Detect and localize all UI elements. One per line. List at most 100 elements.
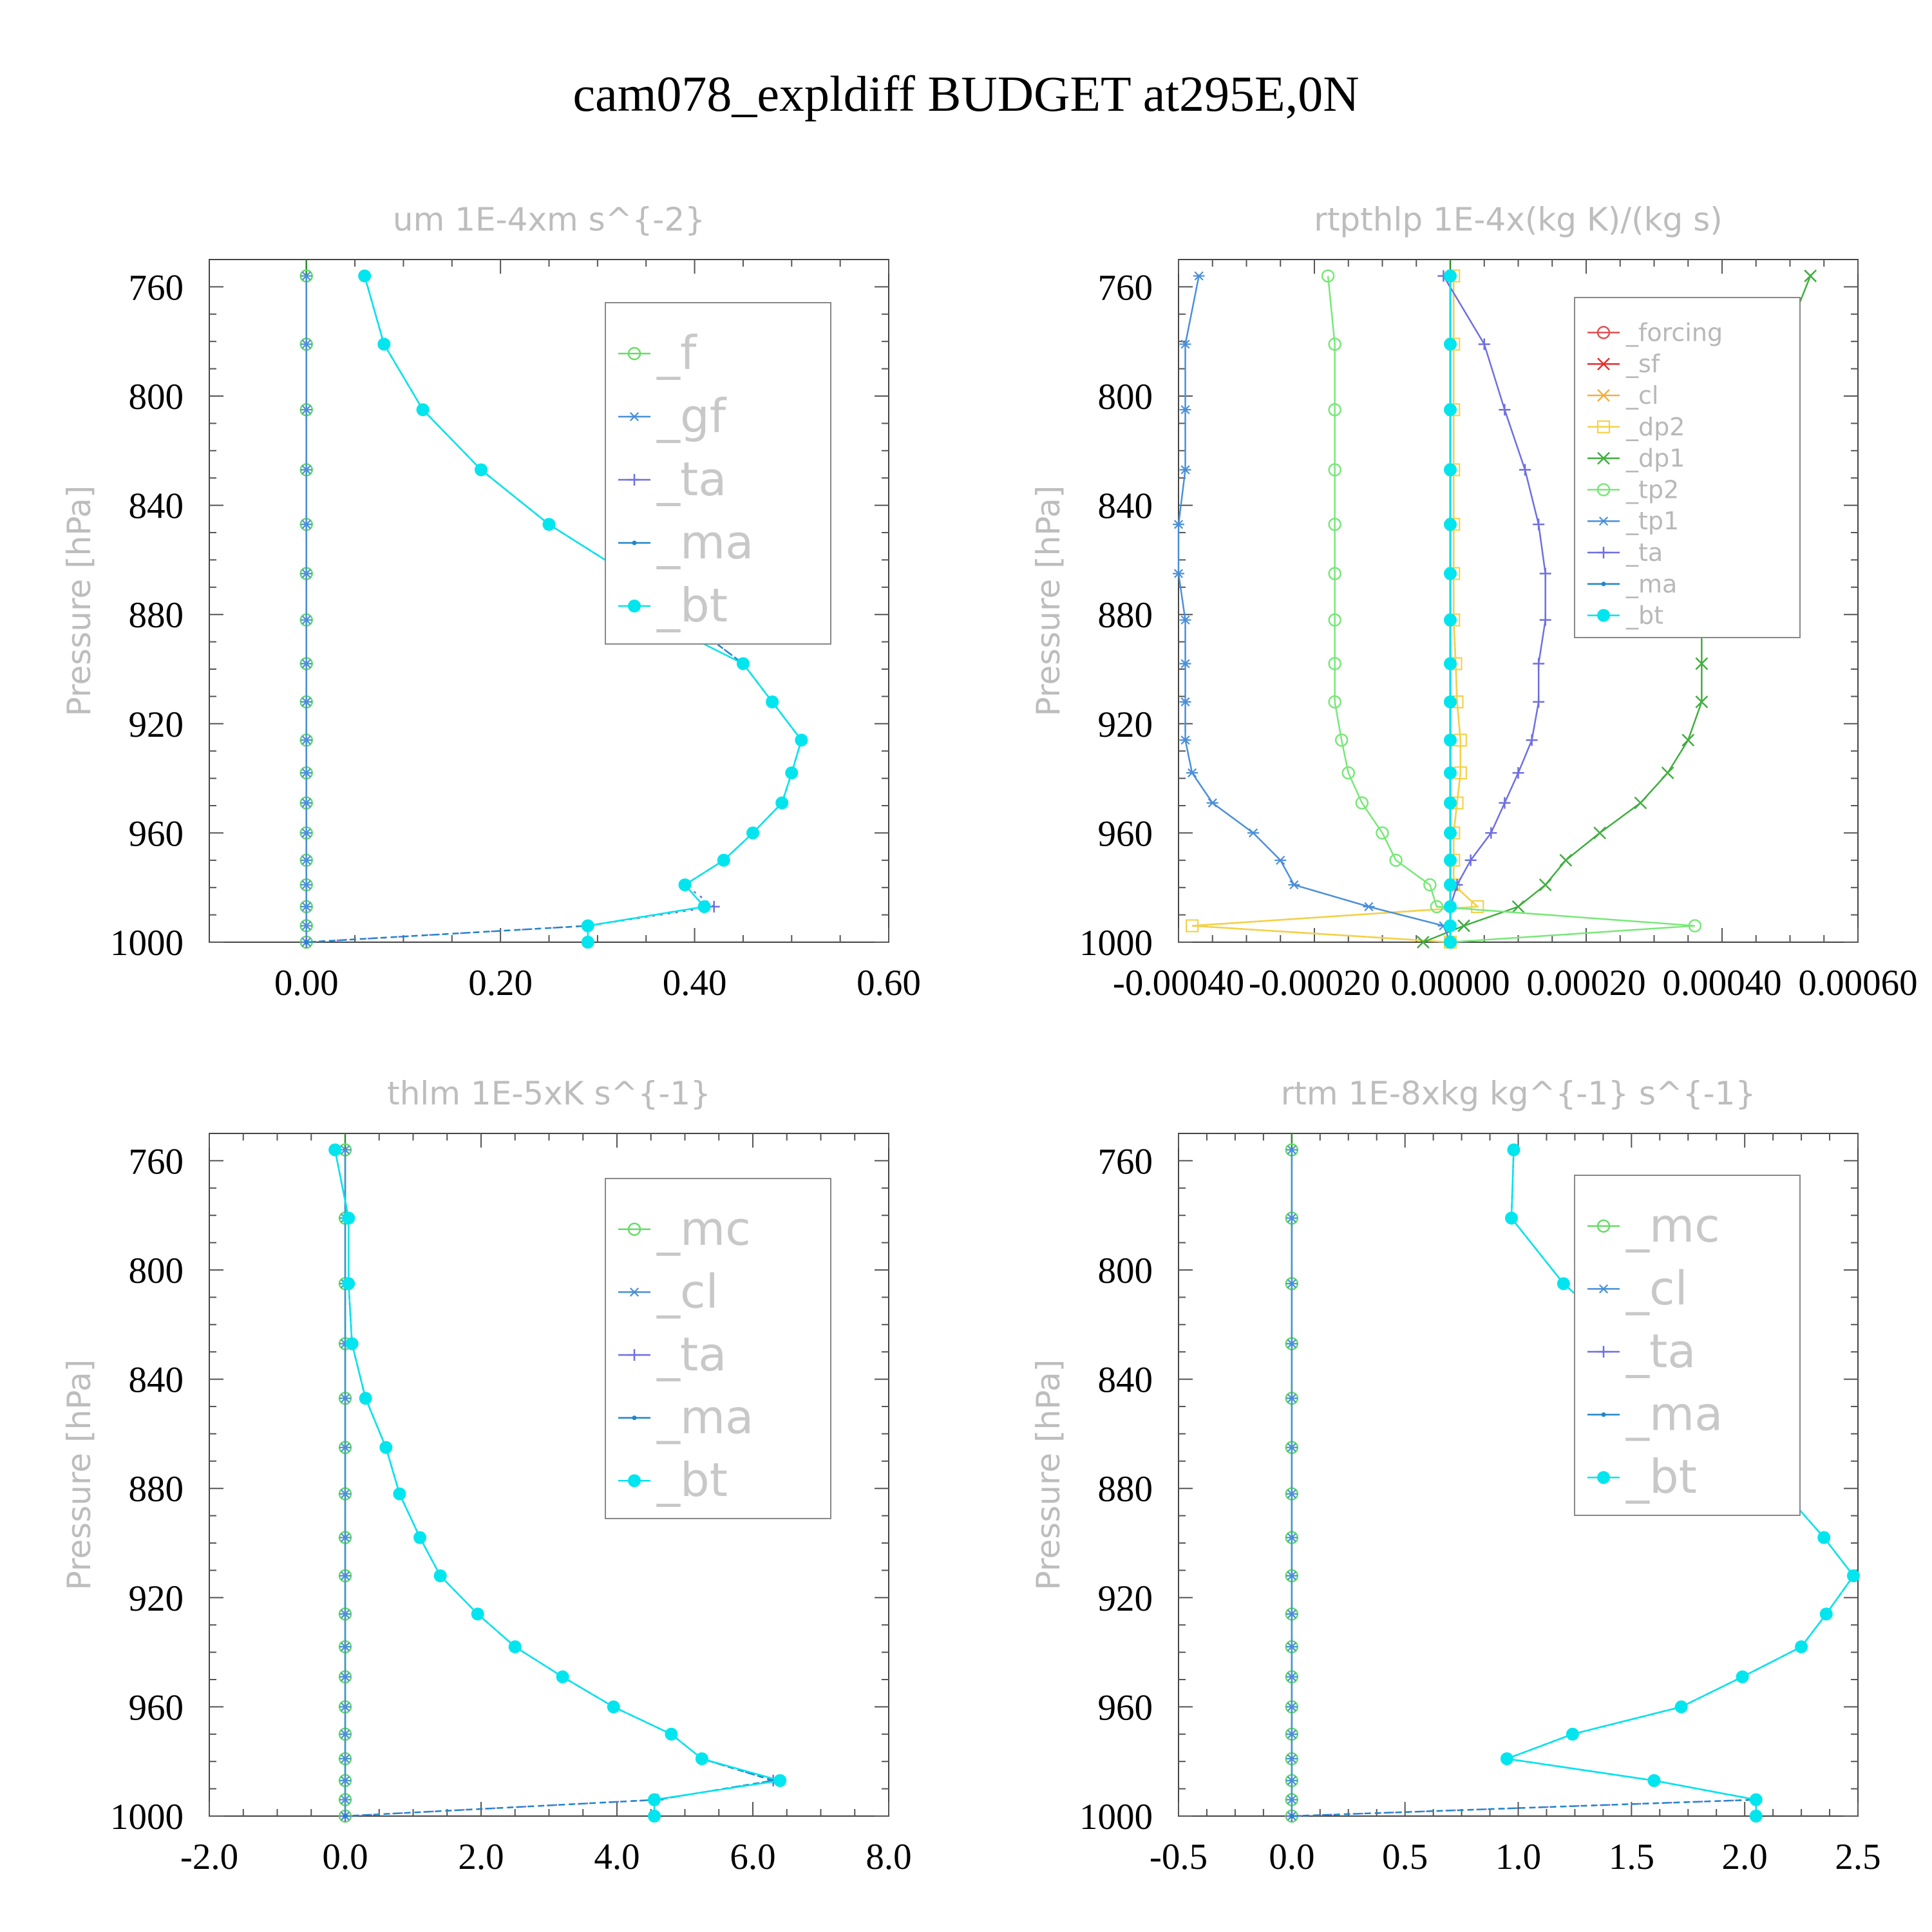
data-point (678, 878, 692, 891)
x-tick-label: -2.0 (180, 1837, 238, 1877)
data-point (1444, 518, 1457, 531)
data-point (1539, 567, 1551, 580)
y-axis-label: Pressure [hPa] (1030, 486, 1067, 717)
data-point (1485, 827, 1497, 839)
data-point (1444, 878, 1457, 891)
data-point (1328, 657, 1341, 670)
legend: _mc _cl _ta _ma _bt (1574, 1175, 1801, 1516)
x-tick-label: -0.00040 (1113, 963, 1244, 1003)
panel-3: thlm 1E-5xK s^{-1} Pressure [hPa] 760 800 84… (61, 1075, 912, 1877)
x-tick-label: 0.00040 (1662, 963, 1781, 1003)
data-point (1647, 1774, 1661, 1787)
data-point (1507, 1143, 1520, 1157)
y-tick-label: 840 (129, 486, 184, 527)
data-point (665, 1727, 678, 1741)
series-line (1443, 275, 1546, 942)
legend-label: _ma (656, 1390, 753, 1444)
data-point (648, 1793, 661, 1806)
data-point (1661, 766, 1674, 780)
data-point (339, 1394, 351, 1403)
data-point (1321, 269, 1335, 283)
data-point (416, 403, 430, 417)
x-tick-label: 0.0 (1269, 1837, 1314, 1877)
data-point (433, 1569, 447, 1582)
data-point (1328, 567, 1341, 580)
data-point (607, 1700, 620, 1714)
data-point (339, 1609, 351, 1619)
data-point (556, 1670, 569, 1683)
data-point (736, 657, 750, 670)
data-point (1464, 854, 1477, 866)
legend-label: _ta (656, 452, 726, 506)
y-tick-label: 1000 (1079, 1797, 1153, 1837)
series-ta (1437, 270, 1551, 948)
data-point (1795, 1640, 1808, 1654)
data-point (342, 1211, 355, 1225)
legend-label: _bt (1625, 601, 1663, 630)
legend-marker (1597, 451, 1610, 465)
data-point (1500, 1752, 1513, 1765)
legend-marker (1596, 420, 1611, 433)
data-point (1193, 271, 1205, 281)
series-bt (1444, 269, 1457, 949)
data-point (1566, 1727, 1579, 1741)
data-point (1285, 1339, 1298, 1349)
panel-title: rtm 1E-8xkg kg^{-1} s^{-1} (1281, 1075, 1756, 1112)
legend-label: _tp1 (1625, 507, 1679, 535)
data-point (300, 921, 312, 931)
x-tick-label: 0.20 (468, 963, 533, 1003)
data-point (1328, 337, 1341, 351)
data-point (300, 828, 312, 838)
data-point (1444, 826, 1457, 840)
data-point (1206, 798, 1218, 808)
x-tick-label: 6.0 (730, 1837, 775, 1877)
data-point (648, 1810, 661, 1823)
data-point (1444, 900, 1457, 913)
legend-marker (1596, 326, 1611, 339)
data-point (1179, 735, 1191, 745)
data-point (1328, 518, 1341, 531)
data-point (1674, 1700, 1688, 1714)
data-point (581, 919, 594, 933)
series-line (1177, 276, 1452, 943)
data-point (1444, 695, 1457, 708)
data-point (1444, 337, 1457, 351)
data-point (1185, 919, 1199, 933)
series-line (1327, 276, 1695, 943)
data-point (746, 826, 759, 840)
legend-label: _bt (1625, 1450, 1697, 1504)
series-tp1 (1173, 271, 1456, 947)
data-point (300, 697, 312, 706)
data-point (1846, 1569, 1860, 1582)
data-point (1749, 1810, 1763, 1823)
legend-marker (1597, 357, 1610, 371)
y-tick-label: 1000 (110, 923, 184, 963)
data-point (1688, 919, 1702, 933)
legend-box (605, 1178, 831, 1519)
y-tick-label: 920 (129, 1578, 184, 1619)
legend-marker (1598, 516, 1609, 526)
data-point (1285, 1489, 1298, 1499)
data-point (339, 1795, 351, 1804)
data-point (345, 1337, 359, 1350)
legend-label: _dp2 (1625, 413, 1685, 441)
data-point (1285, 1776, 1298, 1785)
legend-label: _dp1 (1625, 444, 1685, 473)
data-point (300, 768, 312, 778)
data-point (300, 339, 312, 349)
series-tp2 (1321, 269, 1702, 949)
data-point (300, 405, 312, 415)
data-point (339, 1702, 351, 1712)
legend-marker (1597, 389, 1610, 402)
panel-1: um 1E-4xm s^{-2} Pressure [hPa] 760 800 840 8… (61, 201, 921, 1003)
legend-marker (1596, 1219, 1611, 1233)
data-point (379, 1441, 393, 1454)
data-point (1274, 855, 1287, 865)
data-point (1444, 796, 1457, 810)
data-point (413, 1531, 427, 1544)
data-point (300, 735, 312, 745)
data-point (695, 1752, 708, 1765)
series-bt (328, 1143, 787, 1823)
y-tick-label: 800 (1098, 1251, 1153, 1291)
x-tick-label: 0.0 (322, 1837, 368, 1877)
